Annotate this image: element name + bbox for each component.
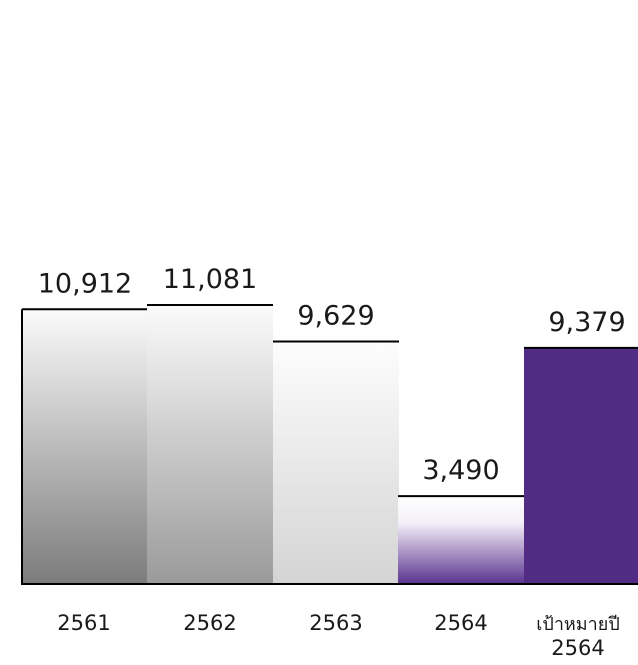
bars-layer: [21, 304, 638, 585]
labels-layer: 10,912 2561 11,081 2562 9,629 2563 3,490 2564 9,…: [38, 264, 626, 660]
bar-3: [398, 496, 524, 584]
category-label-0: 2561: [57, 611, 110, 635]
category-label-1: 2562: [183, 611, 236, 635]
value-label-0: 10,912: [38, 268, 132, 299]
category-label-4: เป้าหมายปี 2564: [536, 614, 620, 660]
bar-1: [147, 305, 273, 584]
value-label-2: 9,629: [297, 301, 374, 332]
value-label-3: 3,490: [422, 455, 499, 486]
category-label-3: 2564: [434, 611, 487, 635]
category-label-2: 2563: [309, 611, 362, 635]
value-label-4: 9,379: [548, 307, 625, 338]
bar-2: [273, 341, 399, 584]
bar-4: [524, 347, 638, 584]
value-label-1: 11,081: [163, 264, 257, 295]
bar-0: [22, 309, 148, 584]
